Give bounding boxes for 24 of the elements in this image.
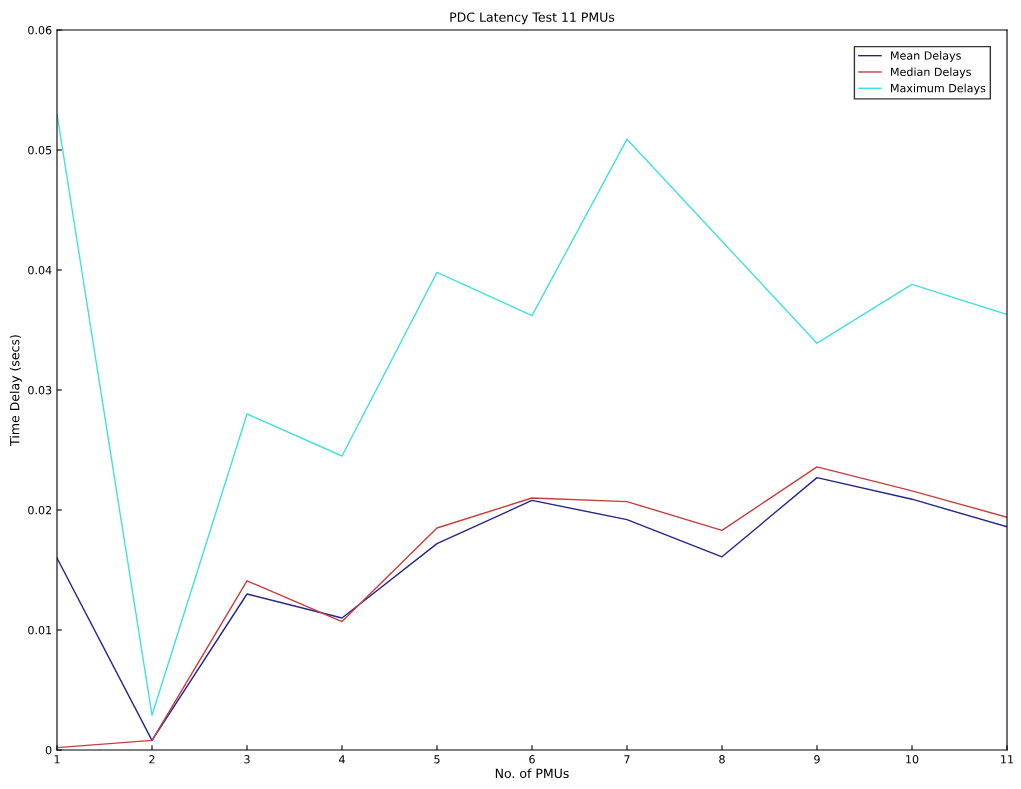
- x-tick-label: 1: [54, 755, 60, 764]
- y-tick-label: 0: [45, 745, 52, 755]
- x-tick-label: 9: [814, 755, 820, 764]
- y-tick-label: 0.03: [28, 385, 52, 395]
- x-tick-label: 7: [624, 755, 630, 764]
- x-axis-title: No. of PMUs: [495, 768, 569, 779]
- x-tick-label: 10: [906, 755, 919, 764]
- legend-label: Median Delays: [891, 67, 972, 79]
- y-tick-label: 0.02: [28, 505, 52, 515]
- y-tick-label: 0.05: [28, 145, 52, 155]
- x-tick-label: 6: [529, 755, 535, 764]
- legend-label: Maximum Delays: [891, 83, 986, 95]
- x-tick-label: 5: [434, 755, 440, 764]
- chart-title: PDC Latency Test 11 PMUs: [450, 12, 615, 25]
- x-tick-label: 2: [149, 755, 155, 764]
- legend-label: Mean Delays: [891, 51, 961, 62]
- y-axis-title: Time Delay (secs): [9, 335, 22, 446]
- y-tick-label: 0.04: [28, 265, 52, 275]
- y-tick-label: 0.06: [28, 25, 52, 35]
- x-tick-label: 11: [1001, 755, 1014, 764]
- x-tick-label: 3: [244, 755, 250, 764]
- y-tick-label: 0.01: [28, 625, 52, 635]
- x-tick-label: 8: [719, 755, 725, 764]
- x-tick-label: 4: [339, 755, 345, 764]
